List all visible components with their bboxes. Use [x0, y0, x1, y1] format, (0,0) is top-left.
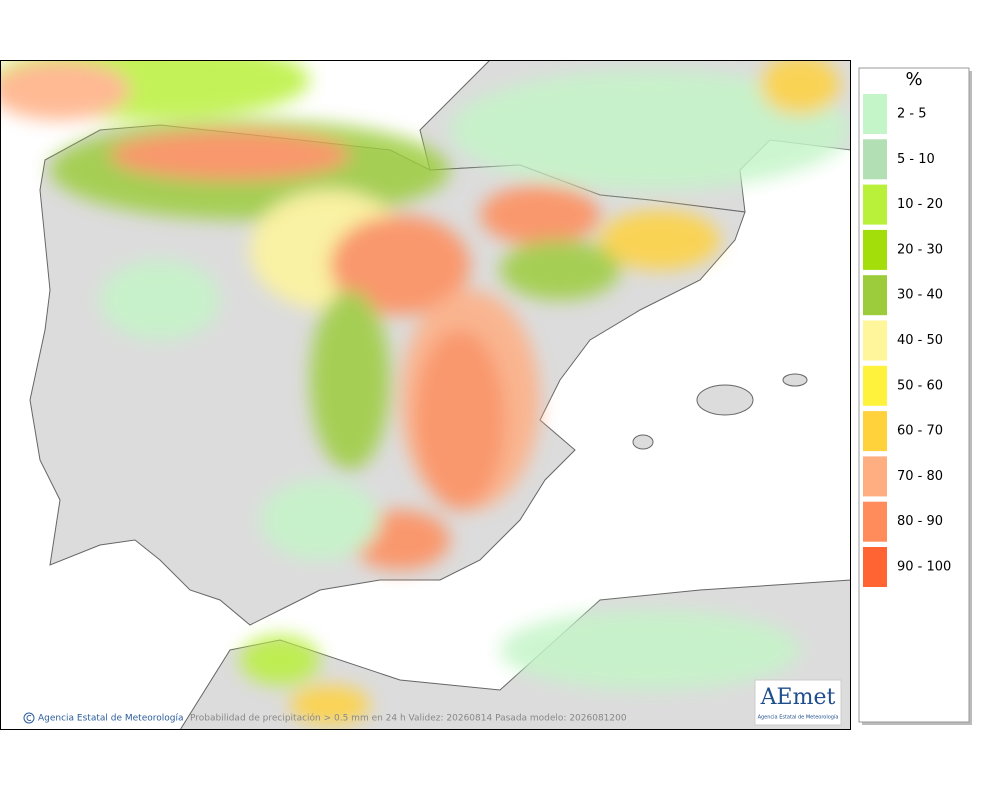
- menorca: [782, 373, 808, 387]
- mallorca: [696, 384, 754, 416]
- map-frame: [0, 60, 851, 730]
- legend-items: 2 - 5 5 - 10 10 - 20 20 - 30 30 - 40 40 - 50 5…: [863, 94, 951, 587]
- legend-swatch: [863, 411, 887, 452]
- legend-swatch: [863, 94, 887, 134]
- legend-title: %: [905, 69, 922, 90]
- legend-swatch: [863, 501, 887, 542]
- map: AEmet Agencia Estatal de Meteorología Ag…: [0, 60, 851, 730]
- logo-box: [754, 679, 842, 726]
- legend-label: 20 - 30: [897, 242, 943, 257]
- legend-swatch: [863, 184, 887, 225]
- copyright-icon: [26, 715, 32, 721]
- legend-swatch: [863, 275, 887, 316]
- legend-swatch: [863, 139, 887, 180]
- ibiza: [632, 434, 654, 450]
- legend-label: 40 - 50: [897, 333, 943, 348]
- legend-label: 80 - 90: [897, 514, 943, 529]
- probability-field: [0, 60, 850, 725]
- legend-label: 30 - 40: [897, 288, 943, 303]
- legend-swatch: [863, 229, 887, 270]
- legend-label: 2 - 5: [897, 107, 927, 122]
- legend-label: 5 - 10: [897, 152, 935, 167]
- legend-swatch: [863, 320, 887, 361]
- legend-swatch: [863, 547, 887, 587]
- credit: Agencia Estatal de Meteorología: [38, 714, 184, 724]
- legend-label: 90 - 100: [897, 560, 951, 575]
- logo-name: AEmet: [760, 685, 836, 710]
- legend-label: 70 - 80: [897, 469, 943, 484]
- copyright-icon: [23, 712, 35, 724]
- legend-label: 60 - 70: [897, 424, 943, 439]
- legend-label: 10 - 20: [897, 197, 943, 212]
- logo-subtitle: Agencia Estatal de Meteorología: [758, 714, 839, 721]
- caption: Probabilidad de precipitación > 0.5 mm e…: [190, 713, 627, 724]
- legend-swatch: [863, 456, 887, 497]
- legend-label: 50 - 60: [897, 378, 943, 393]
- legend-swatch: [863, 365, 887, 406]
